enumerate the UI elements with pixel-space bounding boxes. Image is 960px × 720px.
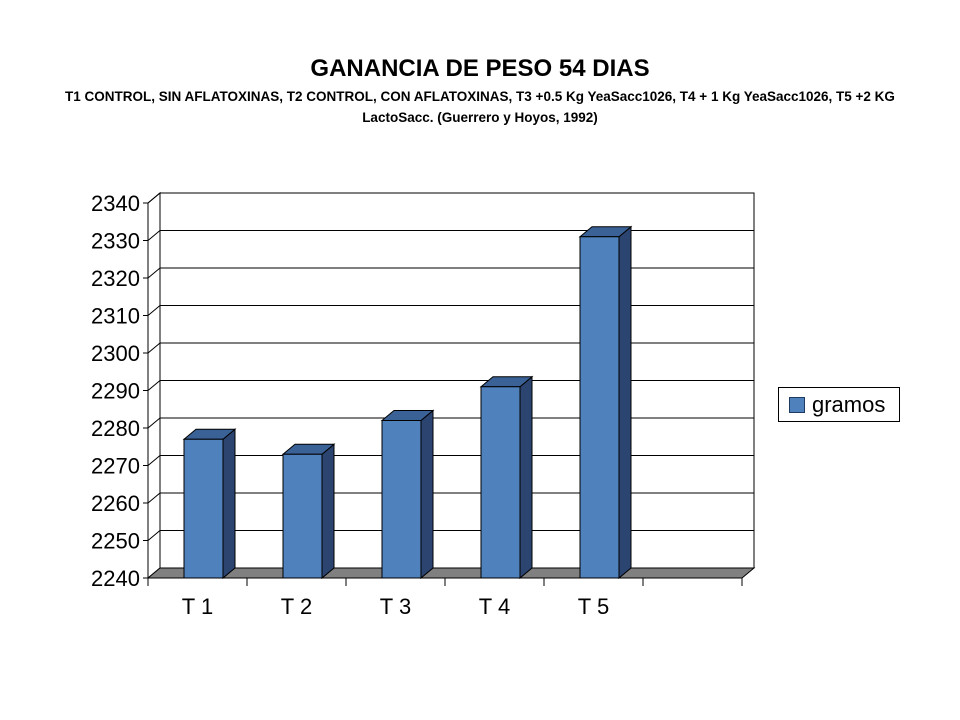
gridline-side bbox=[147, 492, 161, 504]
bar bbox=[381, 420, 422, 579]
y-tick-label: 2300 bbox=[91, 341, 140, 366]
gridline-side bbox=[147, 192, 161, 204]
gridline-side bbox=[147, 305, 161, 316]
gridline-side bbox=[147, 455, 161, 466]
bar-side bbox=[519, 375, 533, 580]
chart-legend: gramos bbox=[778, 387, 900, 422]
y-tick-label: 2280 bbox=[91, 416, 140, 441]
bar bbox=[183, 438, 224, 579]
gridline-side bbox=[147, 380, 161, 391]
y-tick-label: 2320 bbox=[91, 266, 140, 291]
gridline-side bbox=[147, 417, 161, 429]
y-tick-label: 2330 bbox=[91, 229, 140, 254]
legend-swatch bbox=[789, 396, 805, 413]
x-tick-label: T 1 bbox=[182, 594, 213, 619]
legend-label: gramos bbox=[812, 391, 886, 417]
gridline-side bbox=[147, 267, 161, 279]
x-tick-label: T 4 bbox=[479, 594, 510, 619]
y-tick-label: 2290 bbox=[91, 379, 140, 404]
x-tick-label: T 3 bbox=[380, 594, 411, 619]
y-tick-label: 2240 bbox=[91, 566, 140, 591]
chart-subtitle: T1 CONTROL, SIN AFLATOXINAS, T2 CONTROL,… bbox=[65, 89, 895, 125]
y-tick-label: 2260 bbox=[91, 491, 140, 516]
gridline-side bbox=[147, 230, 161, 241]
bar-side bbox=[420, 409, 434, 580]
y-tick-label: 2340 bbox=[91, 191, 140, 216]
gridline-side bbox=[147, 342, 161, 354]
bar bbox=[579, 236, 620, 579]
chart-title: GANANCIA DE PESO 54 DIAS bbox=[310, 55, 650, 82]
bar-side bbox=[321, 443, 335, 580]
bar bbox=[480, 386, 521, 579]
bar-side bbox=[222, 428, 236, 580]
y-tick-label: 2270 bbox=[91, 454, 140, 479]
plot-floor bbox=[146, 567, 756, 579]
y-tick-label: 2310 bbox=[91, 304, 140, 329]
bar-side bbox=[618, 225, 632, 580]
bar bbox=[282, 453, 323, 579]
x-tick-label: T 2 bbox=[281, 594, 312, 619]
x-tick-label: T 5 bbox=[578, 594, 609, 619]
gridline-side bbox=[147, 530, 161, 541]
y-tick-label: 2250 bbox=[91, 529, 140, 554]
